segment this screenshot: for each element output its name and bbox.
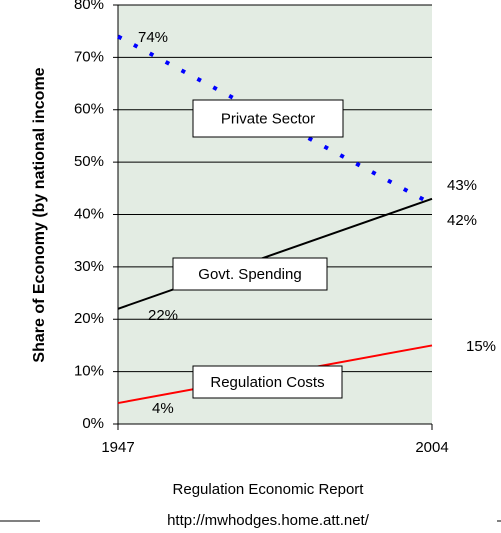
series-label: Regulation Costs [210,374,324,391]
y-tick-label: 30% [74,258,104,275]
data-label: 42% [447,212,477,229]
y-tick-label: 40% [74,205,104,222]
y-tick-label: 80% [74,0,104,13]
series-label-box [172,257,328,291]
y-tick-label: 10% [74,363,104,380]
data-label: 74% [138,29,168,46]
y-tick-label: 70% [74,48,104,65]
series-label-box [192,365,343,399]
y-axis-label: Share of Economy (by national income [31,67,48,362]
series-label: Private Sector [221,110,315,127]
series-label: Govt. Spending [198,266,301,283]
y-tick-label: 0% [82,415,104,432]
data-label: 43% [447,177,477,194]
y-tick-label: 60% [74,101,104,118]
x-tick-label: 2004 [415,439,448,456]
y-tick-label: 20% [74,310,104,327]
source: Regulation Economic Report [173,481,365,498]
x-tick-label: 1947 [101,439,134,456]
data-label: 15% [466,338,496,355]
data-label: 4% [152,400,174,417]
data-label: 22% [148,307,178,324]
series-line [117,197,433,310]
series-label-box [192,99,344,138]
y-tick-label: 50% [74,153,104,170]
url: http://mwhodges.home.att.net/ [167,512,370,529]
